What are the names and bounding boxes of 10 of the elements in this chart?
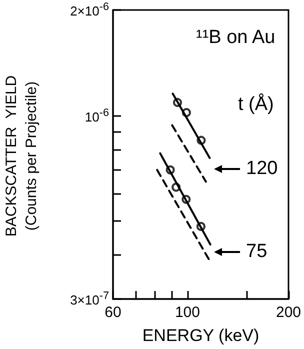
y-axis-title: BACKSCATTER YIELD (Counts per Projectile) (2, 74, 41, 238)
y-tick-label: 10$^{-6}$ (84, 106, 109, 124)
annotation: ¹¹B on Au (196, 27, 276, 48)
x-tick-label: 200 (276, 304, 301, 321)
x-tick-label: 100 (174, 304, 200, 321)
x-axis-title: ENERGY (keV) (142, 326, 260, 345)
annotation: 120 (246, 158, 278, 179)
y-tick-label: 2×10$^{-6}$ (70, 1, 109, 18)
annotation: 75 (246, 241, 268, 262)
annotation: t (Å) (238, 94, 274, 115)
